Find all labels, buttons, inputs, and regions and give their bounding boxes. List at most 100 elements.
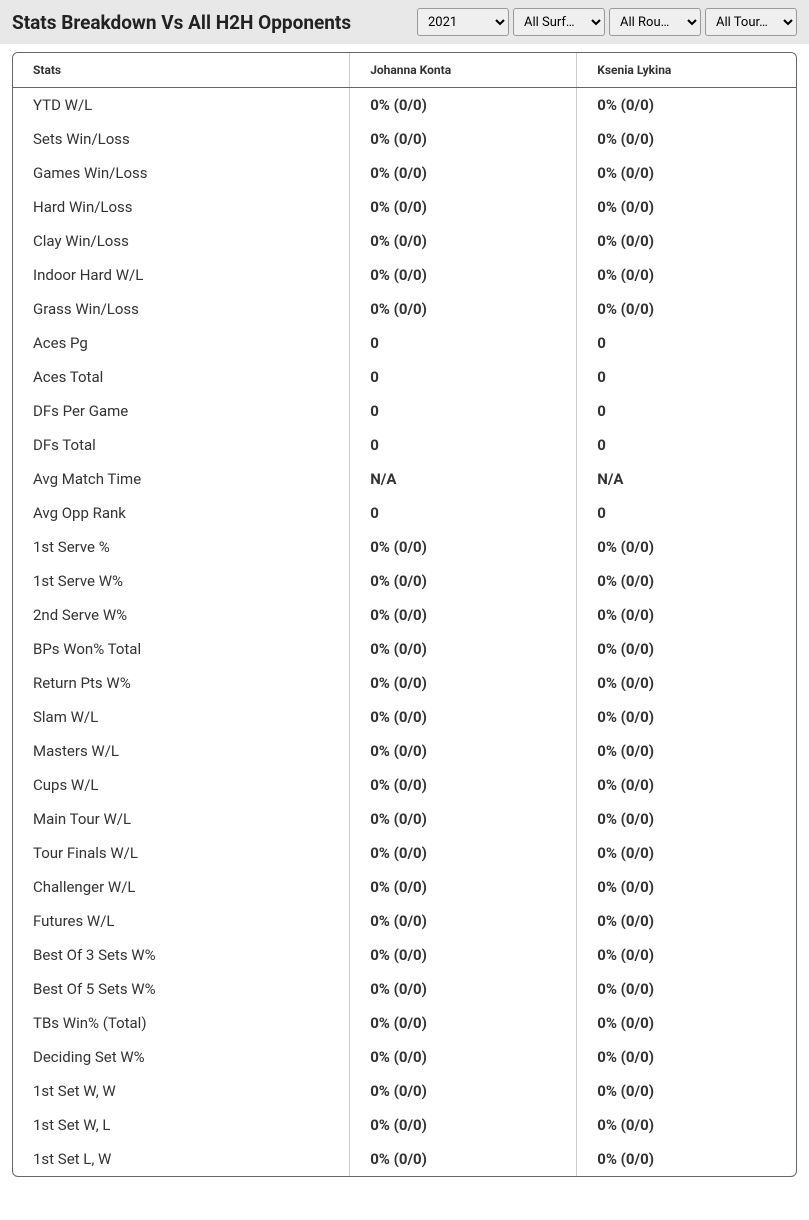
player1-value: 0% (0/0) [350,598,577,632]
table-row: DFs Total00 [13,428,796,462]
table-row: Best Of 5 Sets W%0% (0/0)0% (0/0) [13,972,796,1006]
player1-value: 0% (0/0) [350,700,577,734]
player2-value: 0% (0/0) [577,632,796,666]
tournament-select[interactable]: All Tour… [705,8,797,36]
table-row: Masters W/L0% (0/0)0% (0/0) [13,734,796,768]
player2-value: 0% (0/0) [577,156,796,190]
page-title: Stats Breakdown Vs All H2H Opponents [12,11,351,34]
table-row: Aces Pg00 [13,326,796,360]
player1-value: 0% (0/0) [350,836,577,870]
player2-value: 0% (0/0) [577,734,796,768]
player1-value: N/A [350,462,577,496]
surface-select[interactable]: All Surf… [513,8,605,36]
table-row: Best Of 3 Sets W%0% (0/0)0% (0/0) [13,938,796,972]
player1-value: 0% (0/0) [350,1142,577,1176]
player1-value: 0% (0/0) [350,122,577,156]
player1-value: 0% (0/0) [350,870,577,904]
player2-value: 0% (0/0) [577,1142,796,1176]
player1-value: 0% (0/0) [350,224,577,258]
round-select[interactable]: All Rou… [609,8,701,36]
table-row: Deciding Set W%0% (0/0)0% (0/0) [13,1040,796,1074]
player2-value: 0% (0/0) [577,972,796,1006]
table-row: Clay Win/Loss0% (0/0)0% (0/0) [13,224,796,258]
table-row: Grass Win/Loss0% (0/0)0% (0/0) [13,292,796,326]
table-row: Aces Total00 [13,360,796,394]
player2-value: 0% (0/0) [577,224,796,258]
player1-value: 0% (0/0) [350,632,577,666]
player1-value: 0% (0/0) [350,564,577,598]
stat-label: Main Tour W/L [13,802,350,836]
table-row: Challenger W/L0% (0/0)0% (0/0) [13,870,796,904]
player2-value: 0% (0/0) [577,1040,796,1074]
stat-label: Grass Win/Loss [13,292,350,326]
table-header-row: Stats Johanna Konta Ksenia Lykina [13,53,796,88]
table-body: YTD W/L0% (0/0)0% (0/0)Sets Win/Loss0% (… [13,88,796,1177]
table-row: Hard Win/Loss0% (0/0)0% (0/0) [13,190,796,224]
player2-value: 0% (0/0) [577,904,796,938]
column-header-stats: Stats [13,53,350,88]
player2-value: 0% (0/0) [577,700,796,734]
table-row: Tour Finals W/L0% (0/0)0% (0/0) [13,836,796,870]
player2-value: 0% (0/0) [577,870,796,904]
table-row: Sets Win/Loss0% (0/0)0% (0/0) [13,122,796,156]
year-select[interactable]: 2021 [417,8,509,36]
player1-value: 0% (0/0) [350,292,577,326]
table-row: Indoor Hard W/L0% (0/0)0% (0/0) [13,258,796,292]
stat-label: Challenger W/L [13,870,350,904]
table-row: 1st Serve W%0% (0/0)0% (0/0) [13,564,796,598]
player2-value: 0% (0/0) [577,598,796,632]
player2-value: 0% (0/0) [577,258,796,292]
stat-label: YTD W/L [13,88,350,123]
player2-value: 0 [577,496,796,530]
table-row: 1st Set W, W0% (0/0)0% (0/0) [13,1074,796,1108]
player1-value: 0% (0/0) [350,734,577,768]
player2-value: 0% (0/0) [577,938,796,972]
stat-label: Games Win/Loss [13,156,350,190]
player1-value: 0% (0/0) [350,904,577,938]
stat-label: TBs Win% (Total) [13,1006,350,1040]
stat-label: Avg Opp Rank [13,496,350,530]
player1-value: 0% (0/0) [350,666,577,700]
player1-value: 0% (0/0) [350,802,577,836]
stats-table-container: Stats Johanna Konta Ksenia Lykina YTD W/… [12,52,797,1177]
stat-label: Best Of 5 Sets W% [13,972,350,1006]
player1-value: 0% (0/0) [350,156,577,190]
player2-value: 0% (0/0) [577,292,796,326]
player2-value: 0 [577,326,796,360]
stat-label: BPs Won% Total [13,632,350,666]
stat-label: Indoor Hard W/L [13,258,350,292]
table-row: TBs Win% (Total)0% (0/0)0% (0/0) [13,1006,796,1040]
player1-value: 0 [350,496,577,530]
filter-group: 2021 All Surf… All Rou… All Tour… [417,8,797,36]
stat-label: 1st Set L, W [13,1142,350,1176]
player2-value: 0% (0/0) [577,564,796,598]
player1-value: 0 [350,428,577,462]
stat-label: Futures W/L [13,904,350,938]
stat-label: 1st Set W, W [13,1074,350,1108]
stat-label: DFs Total [13,428,350,462]
player2-value: 0 [577,394,796,428]
stat-label: Tour Finals W/L [13,836,350,870]
table-row: Return Pts W%0% (0/0)0% (0/0) [13,666,796,700]
table-row: Futures W/L0% (0/0)0% (0/0) [13,904,796,938]
table-row: BPs Won% Total0% (0/0)0% (0/0) [13,632,796,666]
player1-value: 0% (0/0) [350,190,577,224]
header-bar: Stats Breakdown Vs All H2H Opponents 202… [0,0,809,44]
table-row: Avg Opp Rank00 [13,496,796,530]
table-row: Slam W/L0% (0/0)0% (0/0) [13,700,796,734]
stats-table: Stats Johanna Konta Ksenia Lykina YTD W/… [13,53,796,1176]
player2-value: 0% (0/0) [577,768,796,802]
player2-value: 0% (0/0) [577,122,796,156]
stat-label: Slam W/L [13,700,350,734]
player2-value: 0% (0/0) [577,802,796,836]
stat-label: Clay Win/Loss [13,224,350,258]
stat-label: DFs Per Game [13,394,350,428]
table-row: YTD W/L0% (0/0)0% (0/0) [13,88,796,123]
column-header-player1: Johanna Konta [350,53,577,88]
player2-value: 0% (0/0) [577,1074,796,1108]
player2-value: 0% (0/0) [577,1006,796,1040]
player2-value: 0 [577,428,796,462]
column-header-player2: Ksenia Lykina [577,53,796,88]
player1-value: 0% (0/0) [350,938,577,972]
table-row: DFs Per Game00 [13,394,796,428]
